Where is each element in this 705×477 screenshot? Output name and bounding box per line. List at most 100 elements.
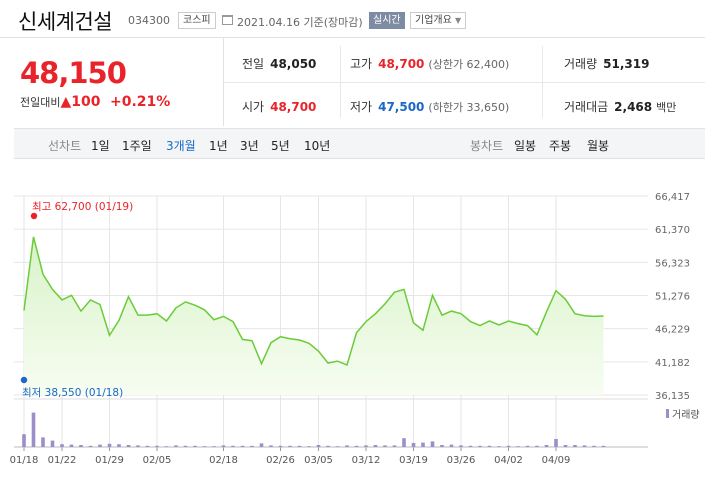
volume-bar xyxy=(326,445,330,447)
col-divider xyxy=(340,46,341,118)
volume-bar xyxy=(202,446,207,447)
volume-bar xyxy=(554,439,558,447)
volume-bar xyxy=(183,445,188,447)
volume-bar xyxy=(117,444,121,447)
low-annotation: 최저 38,550 (01/18) xyxy=(22,387,123,399)
stock-code: 034300 xyxy=(128,14,170,27)
upper-limit: (상한가 62,400) xyxy=(428,58,510,71)
volume-bar xyxy=(335,446,340,447)
volume-bar xyxy=(164,446,169,447)
volume-bar xyxy=(354,445,359,447)
open-value: 48,700 xyxy=(270,100,317,114)
volume-bar xyxy=(449,444,454,447)
volume-label: 거래량 xyxy=(564,57,598,71)
volume-bar xyxy=(411,443,416,447)
realtime-button[interactable]: 실시간 xyxy=(369,12,405,29)
volume-bar xyxy=(373,445,378,447)
volume-bar xyxy=(563,445,568,447)
candle-chart-label: 봉차트 xyxy=(470,139,504,153)
volume-bar xyxy=(506,445,511,447)
current-price: 48,150 xyxy=(20,56,127,90)
volume-bar xyxy=(278,445,283,447)
tab-monthly[interactable]: 월봉 xyxy=(587,139,610,153)
tab-10y[interactable]: 10년 xyxy=(304,139,331,153)
x-tick-label: 03/12 xyxy=(352,455,381,466)
x-tick-label: 03/26 xyxy=(447,455,476,466)
y-tick-label: 46,229 xyxy=(655,325,690,336)
low-value: 47,500 xyxy=(378,100,425,114)
volume-bar xyxy=(364,445,368,447)
x-tick-label: 02/05 xyxy=(143,455,172,466)
volume-bar xyxy=(60,444,64,447)
volume-bar xyxy=(41,437,45,447)
volume-bar xyxy=(69,444,74,447)
corp-info-dropdown[interactable]: 기업개요 ▼ xyxy=(410,12,467,29)
y-tick-label: 36,135 xyxy=(655,391,690,402)
volume-bar xyxy=(269,445,273,447)
x-tick-label: 01/22 xyxy=(48,455,77,466)
tab-5y[interactable]: 5년 xyxy=(271,139,290,153)
x-tick-label: 04/09 xyxy=(542,455,571,466)
volume-legend-swatch xyxy=(666,409,669,418)
volume-bar xyxy=(240,445,245,447)
volume-bar xyxy=(525,445,530,447)
volume-bar xyxy=(430,441,435,447)
volume-bar xyxy=(174,445,178,447)
tab-1w[interactable]: 1주일 xyxy=(122,139,152,153)
volume-bar xyxy=(193,445,197,447)
price-line xyxy=(23,236,604,367)
volume-bar xyxy=(440,445,444,447)
high-price: 고가 48,700 (상한가 62,400) xyxy=(350,55,509,72)
trade-amount: 거래대금 2,468 백만 xyxy=(564,98,676,115)
volume-bar xyxy=(136,445,140,447)
y-tick-label: 61,370 xyxy=(655,225,690,236)
prev-close-value: 48,050 xyxy=(270,57,317,71)
x-tick-label: 02/26 xyxy=(266,455,295,466)
row-divider xyxy=(224,82,705,83)
volume-bar xyxy=(231,445,235,447)
high-value: 48,700 xyxy=(378,57,425,71)
volume-bar xyxy=(516,446,520,447)
volume-bar xyxy=(392,445,397,447)
caret-down-icon: ▼ xyxy=(455,16,462,25)
volume-bar xyxy=(155,445,159,447)
tab-3m[interactable]: 3개월 xyxy=(166,139,196,153)
change-percent: +0.21% xyxy=(110,94,171,110)
tab-1y[interactable]: 1년 xyxy=(209,139,228,153)
tab-weekly[interactable]: 주봉 xyxy=(549,139,572,153)
lower-limit: (하한가 33,650) xyxy=(428,101,510,114)
volume-bar xyxy=(297,445,302,447)
stock-header: 신세계건설 034300 코스피 2021.04.16 기준(장마감) 실시간 … xyxy=(0,0,705,38)
volume-bar xyxy=(573,445,577,447)
volume-bar xyxy=(212,446,216,447)
volume-bar xyxy=(126,445,131,447)
volume-bar xyxy=(487,445,492,447)
x-tick-label: 03/19 xyxy=(399,455,428,466)
tab-daily[interactable]: 일봉 xyxy=(514,139,537,153)
volume-bar xyxy=(250,445,254,447)
price-change: 전일대비▲100 +0.21% xyxy=(20,94,170,110)
volume-bar xyxy=(468,445,473,447)
tab-1d[interactable]: 1일 xyxy=(91,139,110,153)
change-label: 전일대비 xyxy=(20,96,61,109)
line-chart-label: 선차트 xyxy=(48,139,82,153)
tab-3y[interactable]: 3년 xyxy=(240,139,259,153)
volume-bar xyxy=(288,445,292,447)
high-annotation: 최고 62,700 (01/19) xyxy=(32,201,133,213)
prev-close-label: 전일 xyxy=(242,57,265,71)
volume-bar xyxy=(345,445,349,447)
x-tick-label: 04/02 xyxy=(494,455,523,466)
current-price-panel: 48,150 전일대비▲100 +0.21% xyxy=(14,38,224,126)
volume-bar xyxy=(145,445,150,447)
volume-bar xyxy=(582,445,587,447)
y-tick-label: 41,182 xyxy=(655,358,690,369)
volume-bar xyxy=(50,440,55,447)
volume-value: 51,319 xyxy=(603,57,650,71)
high-marker xyxy=(30,212,38,220)
y-tick-label: 56,323 xyxy=(655,258,690,269)
open-price: 시가 48,700 xyxy=(242,98,316,115)
calendar-icon xyxy=(222,15,233,25)
volume-bar xyxy=(383,445,387,447)
change-amount: 100 xyxy=(71,94,101,110)
volume-bar xyxy=(544,445,549,447)
